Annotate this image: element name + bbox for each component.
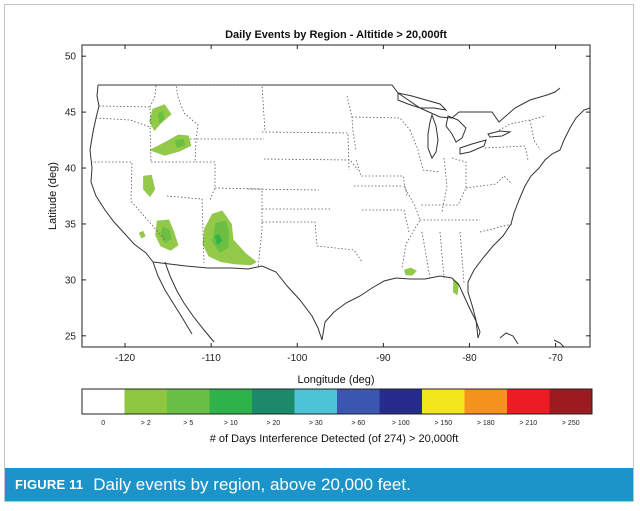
colorbar-swatch	[422, 389, 465, 414]
mexico-border	[152, 261, 323, 341]
colorbar-label: > 10	[224, 420, 238, 427]
gulf-of-california	[164, 261, 215, 343]
heat-region-5	[143, 174, 156, 198]
y-tick-label: 30	[65, 275, 77, 286]
lake-huron	[445, 115, 467, 143]
colorbar-label: > 150	[434, 420, 452, 427]
heat-region-11	[214, 234, 223, 246]
x-tick-label: -70	[548, 353, 563, 364]
state-boundaries	[91, 84, 547, 284]
y-axis-label: Latitude (deg)	[47, 162, 59, 230]
colorbar-swatch	[549, 389, 592, 414]
colorbar-label: > 20	[266, 420, 280, 427]
colorbar-label: > 30	[309, 420, 323, 427]
colorbar-swatch	[124, 389, 167, 414]
lake-ontario	[487, 130, 512, 138]
us-map-outline	[89, 84, 591, 348]
heat-regions	[138, 104, 460, 296]
canada-border	[98, 84, 561, 123]
heat-region-8	[138, 230, 146, 239]
plot-frame	[81, 44, 591, 348]
chart: -120 -110 -100 -90 -80 -70 25 30 35 40 45 50 Daily …	[47, 29, 593, 445]
colorbar-label: > 210	[519, 420, 537, 427]
x-tick-label: -100	[287, 353, 307, 364]
colorbar-swatch	[507, 389, 550, 414]
colorbar-label: > 2	[141, 420, 151, 427]
lake-erie	[459, 139, 487, 155]
heat-region-12	[404, 267, 417, 276]
bahamas-outline	[553, 339, 565, 348]
caption-text: Daily events by region, above 20,000 fee…	[93, 474, 411, 494]
heat-region-4	[175, 139, 186, 148]
baja-coast	[152, 261, 193, 335]
chart-title: Daily Events by Region - Altitide > 20,0…	[225, 29, 447, 41]
x-tick-label: -80	[462, 353, 477, 364]
lake-michigan	[427, 113, 439, 160]
lake-superior	[397, 92, 448, 111]
x-tick-label: -90	[376, 353, 391, 364]
y-tick-label: 35	[65, 219, 77, 230]
x-tick-label: -110	[202, 353, 222, 364]
y-tick-label: 40	[65, 164, 77, 175]
colorbar-label: > 60	[351, 420, 365, 427]
x-axis-label: Longitude (deg)	[297, 374, 374, 386]
y-tick-label: 45	[65, 108, 77, 119]
colorbar-swatch	[252, 389, 295, 414]
figure-number: FIGURE 11	[15, 477, 84, 492]
colorbar-label: > 5	[183, 420, 193, 427]
heat-region-10	[212, 220, 230, 253]
heat-region-7	[160, 226, 172, 243]
y-tick-label: 50	[65, 52, 77, 63]
colorbar-swatch	[379, 389, 422, 414]
colorbar-label: > 250	[562, 420, 580, 427]
y-tick-label: 25	[65, 331, 77, 342]
colorbar-label: > 100	[392, 420, 410, 427]
colorbar-label: 0	[101, 420, 105, 427]
heat-region-2	[157, 111, 165, 124]
x-tick-label: -120	[115, 353, 135, 364]
colorbar-swatch	[337, 389, 380, 414]
colorbar-swatch	[209, 389, 252, 414]
atlantic-coast	[467, 107, 591, 339]
colorbar-swatch	[167, 389, 210, 414]
colorbar-frame	[81, 388, 593, 415]
colorbar-title: # of Days Interference Detected (of 274)…	[210, 433, 459, 445]
colorbar-swatch	[464, 389, 507, 414]
colorbar-label: > 180	[477, 420, 495, 427]
colorbar-swatch	[82, 389, 125, 414]
pacific-coast	[89, 84, 154, 263]
colorbar: 0 > 2 > 5 > 10 > 20 > 30 > 60 > 100 > 150 > 180 > …	[81, 388, 593, 427]
figure-caption: FIGURE 11 Daily events by region, above …	[5, 468, 633, 501]
axis-ticks: -120 -110 -100 -90 -80 -70 25 30 35 40 45 50	[65, 45, 590, 364]
colorbar-swatch	[294, 389, 337, 414]
gulf-coast	[321, 275, 481, 341]
cuba-outline	[499, 332, 519, 345]
